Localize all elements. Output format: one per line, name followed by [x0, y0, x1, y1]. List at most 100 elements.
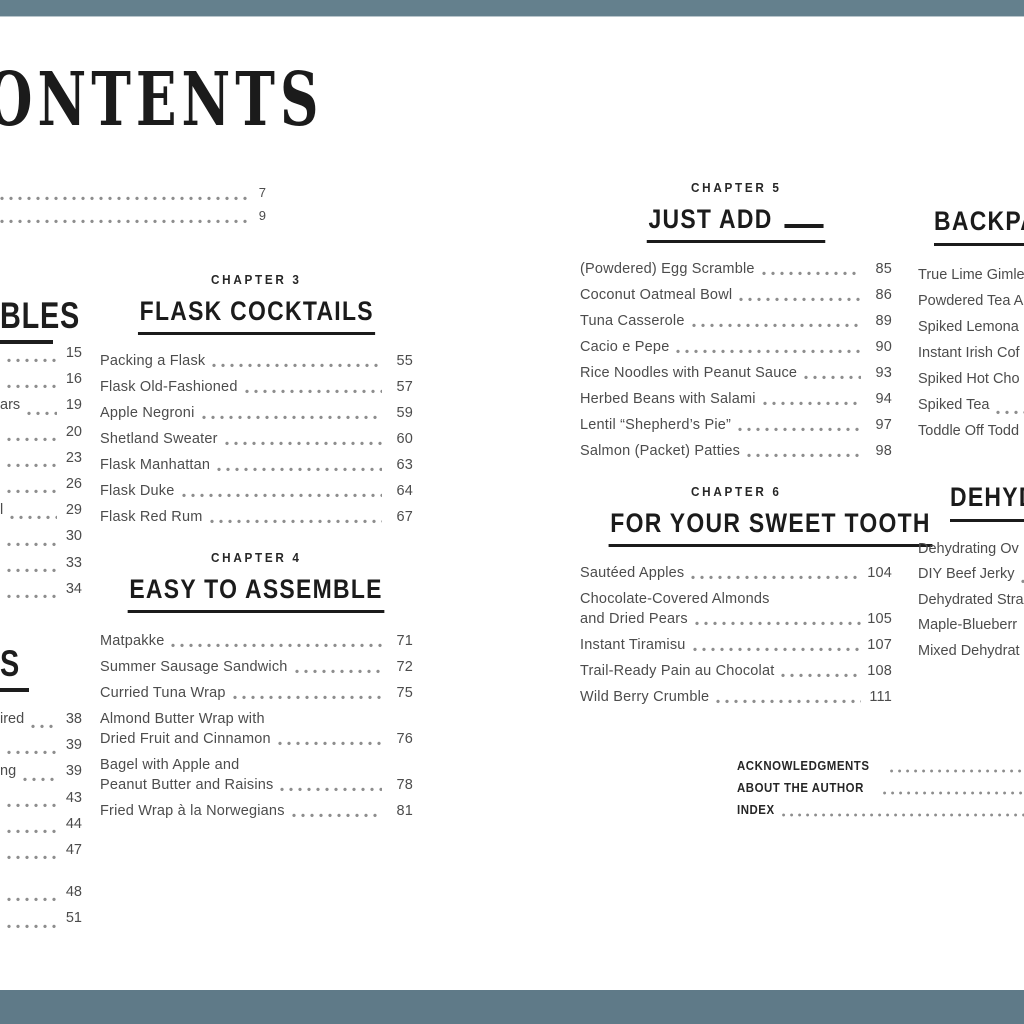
toc-entry: INDEX — [737, 798, 1024, 820]
entry-title: Mixed Dehydrat — [918, 642, 1020, 659]
dot-leader — [10, 515, 57, 521]
toc-entry: Coconut Oatmeal Bowl 86 — [580, 285, 892, 305]
entry-title: Wild Berry Crumble — [580, 689, 710, 705]
dot-leader — [232, 695, 382, 700]
dot-leader — [7, 567, 57, 573]
entry-line: Rice Noodles with Peanut Sauce 93 — [580, 363, 892, 383]
dot-leader — [781, 813, 1024, 817]
entry-title: Dehydrated Stra — [918, 591, 1024, 608]
page-number: 94 — [875, 391, 892, 407]
right-section-heading: BACKPA — [934, 206, 1024, 246]
chapter-title-wrap: FOR YOUR SWEET TOOTH — [580, 508, 933, 547]
left-section-entries: 15 16 ars 19 20 23 26 l 29 30 33 34 — [0, 340, 82, 602]
toc-entry: 15 — [0, 340, 82, 366]
entry-title: Matpakke — [100, 633, 165, 649]
entry-title: Summer Sausage Sandwich — [100, 659, 288, 675]
dot-leader — [7, 462, 57, 468]
toc-entry: Sautéed Apples 104 — [580, 563, 892, 583]
entry-title: Flask Old-Fashioned — [100, 379, 238, 395]
right-section-entries: True Lime Gimle Powdered Tea A Spiked Lemo… — [918, 262, 1024, 444]
dot-leader — [692, 647, 861, 652]
page-number: 105 — [867, 611, 892, 627]
dot-leader — [280, 787, 382, 792]
page-number: 39 — [65, 737, 82, 754]
toc-entry: DIY Beef Jerky — [918, 562, 1024, 588]
dot-leader — [694, 621, 861, 626]
page-number: 44 — [65, 815, 82, 832]
entry-title: Dehydrating Ov — [918, 540, 1019, 557]
page-number: 93 — [875, 365, 892, 381]
entry-title: Coconut Oatmeal Bowl — [580, 287, 733, 303]
dot-leader — [691, 575, 861, 580]
chapter-title-wrap: FLASK COCKTAILS — [100, 296, 413, 335]
page-number: 48 — [65, 884, 82, 901]
chapter-title-text: JUST ADD — [648, 204, 773, 234]
toc-entry: Spiked Hot Cho — [918, 366, 1024, 392]
page-number: 64 — [396, 483, 413, 499]
toc-entry: Shetland Sweater 60 — [100, 429, 413, 449]
toc-entry: Maple-Blueberr — [918, 613, 1024, 639]
chapter-label: CHAPTER 4 — [211, 550, 302, 565]
entry-title: Toddle Off Todd — [918, 423, 1020, 439]
dot-leader — [212, 363, 382, 368]
entry-title: Instant Tiramisu — [580, 637, 686, 653]
entry-title: Salmon (Packet) Patties — [580, 443, 741, 459]
toc-entry: Tuna Casserole 89 — [580, 311, 892, 331]
entry-title: (Powdered) Egg Scramble — [580, 261, 755, 277]
page-number: 7 — [258, 185, 266, 200]
dot-leader — [291, 813, 382, 818]
dot-leader — [7, 897, 57, 903]
dot-leader — [739, 297, 861, 302]
list-gap — [0, 863, 82, 879]
entry-line: (Powdered) Egg Scramble 85 — [580, 259, 892, 279]
dot-leader — [996, 410, 1024, 415]
chapter-block: CHAPTER 5 JUST ADD (Powdered) Egg Scramb… — [580, 180, 892, 467]
entry-line: Wild Berry Crumble 111 — [580, 687, 892, 707]
entry-title: Chocolate-Covered Almonds — [580, 591, 770, 607]
dot-leader — [7, 828, 57, 834]
chapter-label-wrap: CHAPTER 4 — [100, 550, 413, 566]
entry-line: Packing a Flask 55 — [100, 351, 413, 371]
page-number: 29 — [65, 502, 82, 519]
toc-entry: 20 — [0, 419, 82, 445]
page-number: 26 — [65, 476, 82, 493]
page-number: 98 — [875, 443, 892, 459]
chapter-title: FLASK COCKTAILS — [137, 296, 376, 335]
heading-underline — [950, 519, 1024, 522]
dot-leader — [209, 519, 382, 524]
entry-line: Sautéed Apples 104 — [580, 563, 892, 583]
entry-line: Trail-Ready Pain au Chocolat 108 — [580, 661, 892, 681]
dot-leader — [181, 493, 382, 498]
right-section: BACKPA True Lime Gimle Powdered Tea A Spik… — [918, 206, 1024, 444]
chapter-label: CHAPTER 6 — [690, 484, 782, 499]
toc-entry: Fried Wrap à la Norwegians 81 — [100, 801, 413, 821]
dot-leader — [7, 358, 57, 364]
chapter-title: JUST ADD — [646, 204, 826, 243]
entry-title: Curried Tuna Wrap — [100, 685, 226, 701]
toc-entry: Lentil “Shepherd’s Pie” 97 — [580, 415, 892, 435]
dot-leader — [217, 467, 382, 472]
chapter-title: FOR YOUR SWEET TOOTH — [608, 508, 933, 547]
toc-entry: (Powdered) Egg Scramble 85 — [580, 259, 892, 279]
entry-line: Bagel with Apple and — [100, 755, 413, 775]
toc-entry: Rice Noodles with Peanut Sauce 93 — [580, 363, 892, 383]
toc-entry: Instant Tiramisu 107 — [580, 635, 892, 655]
dot-leader — [7, 855, 57, 861]
page-number: 9 — [258, 208, 266, 223]
page-number: 63 — [396, 457, 413, 473]
entry-title: Tuna Casserole — [580, 313, 685, 329]
toc-entry: Wild Berry Crumble 111 — [580, 687, 892, 707]
dot-leader — [244, 389, 382, 394]
entry-line: Lentil “Shepherd’s Pie” 97 — [580, 415, 892, 435]
page-number: 81 — [396, 803, 413, 819]
toc-entry: Flask Old-Fashioned 57 — [100, 377, 413, 397]
toc-entry: 39 — [0, 732, 82, 758]
entry-title: Fried Wrap à la Norwegians — [100, 803, 285, 819]
toc-entry: 33 — [0, 550, 82, 576]
entry-title: Spiked Tea — [918, 397, 990, 413]
dot-leader — [7, 541, 57, 547]
toc-entry: Matpakke 71 — [100, 631, 413, 651]
page-number: 89 — [875, 313, 892, 329]
